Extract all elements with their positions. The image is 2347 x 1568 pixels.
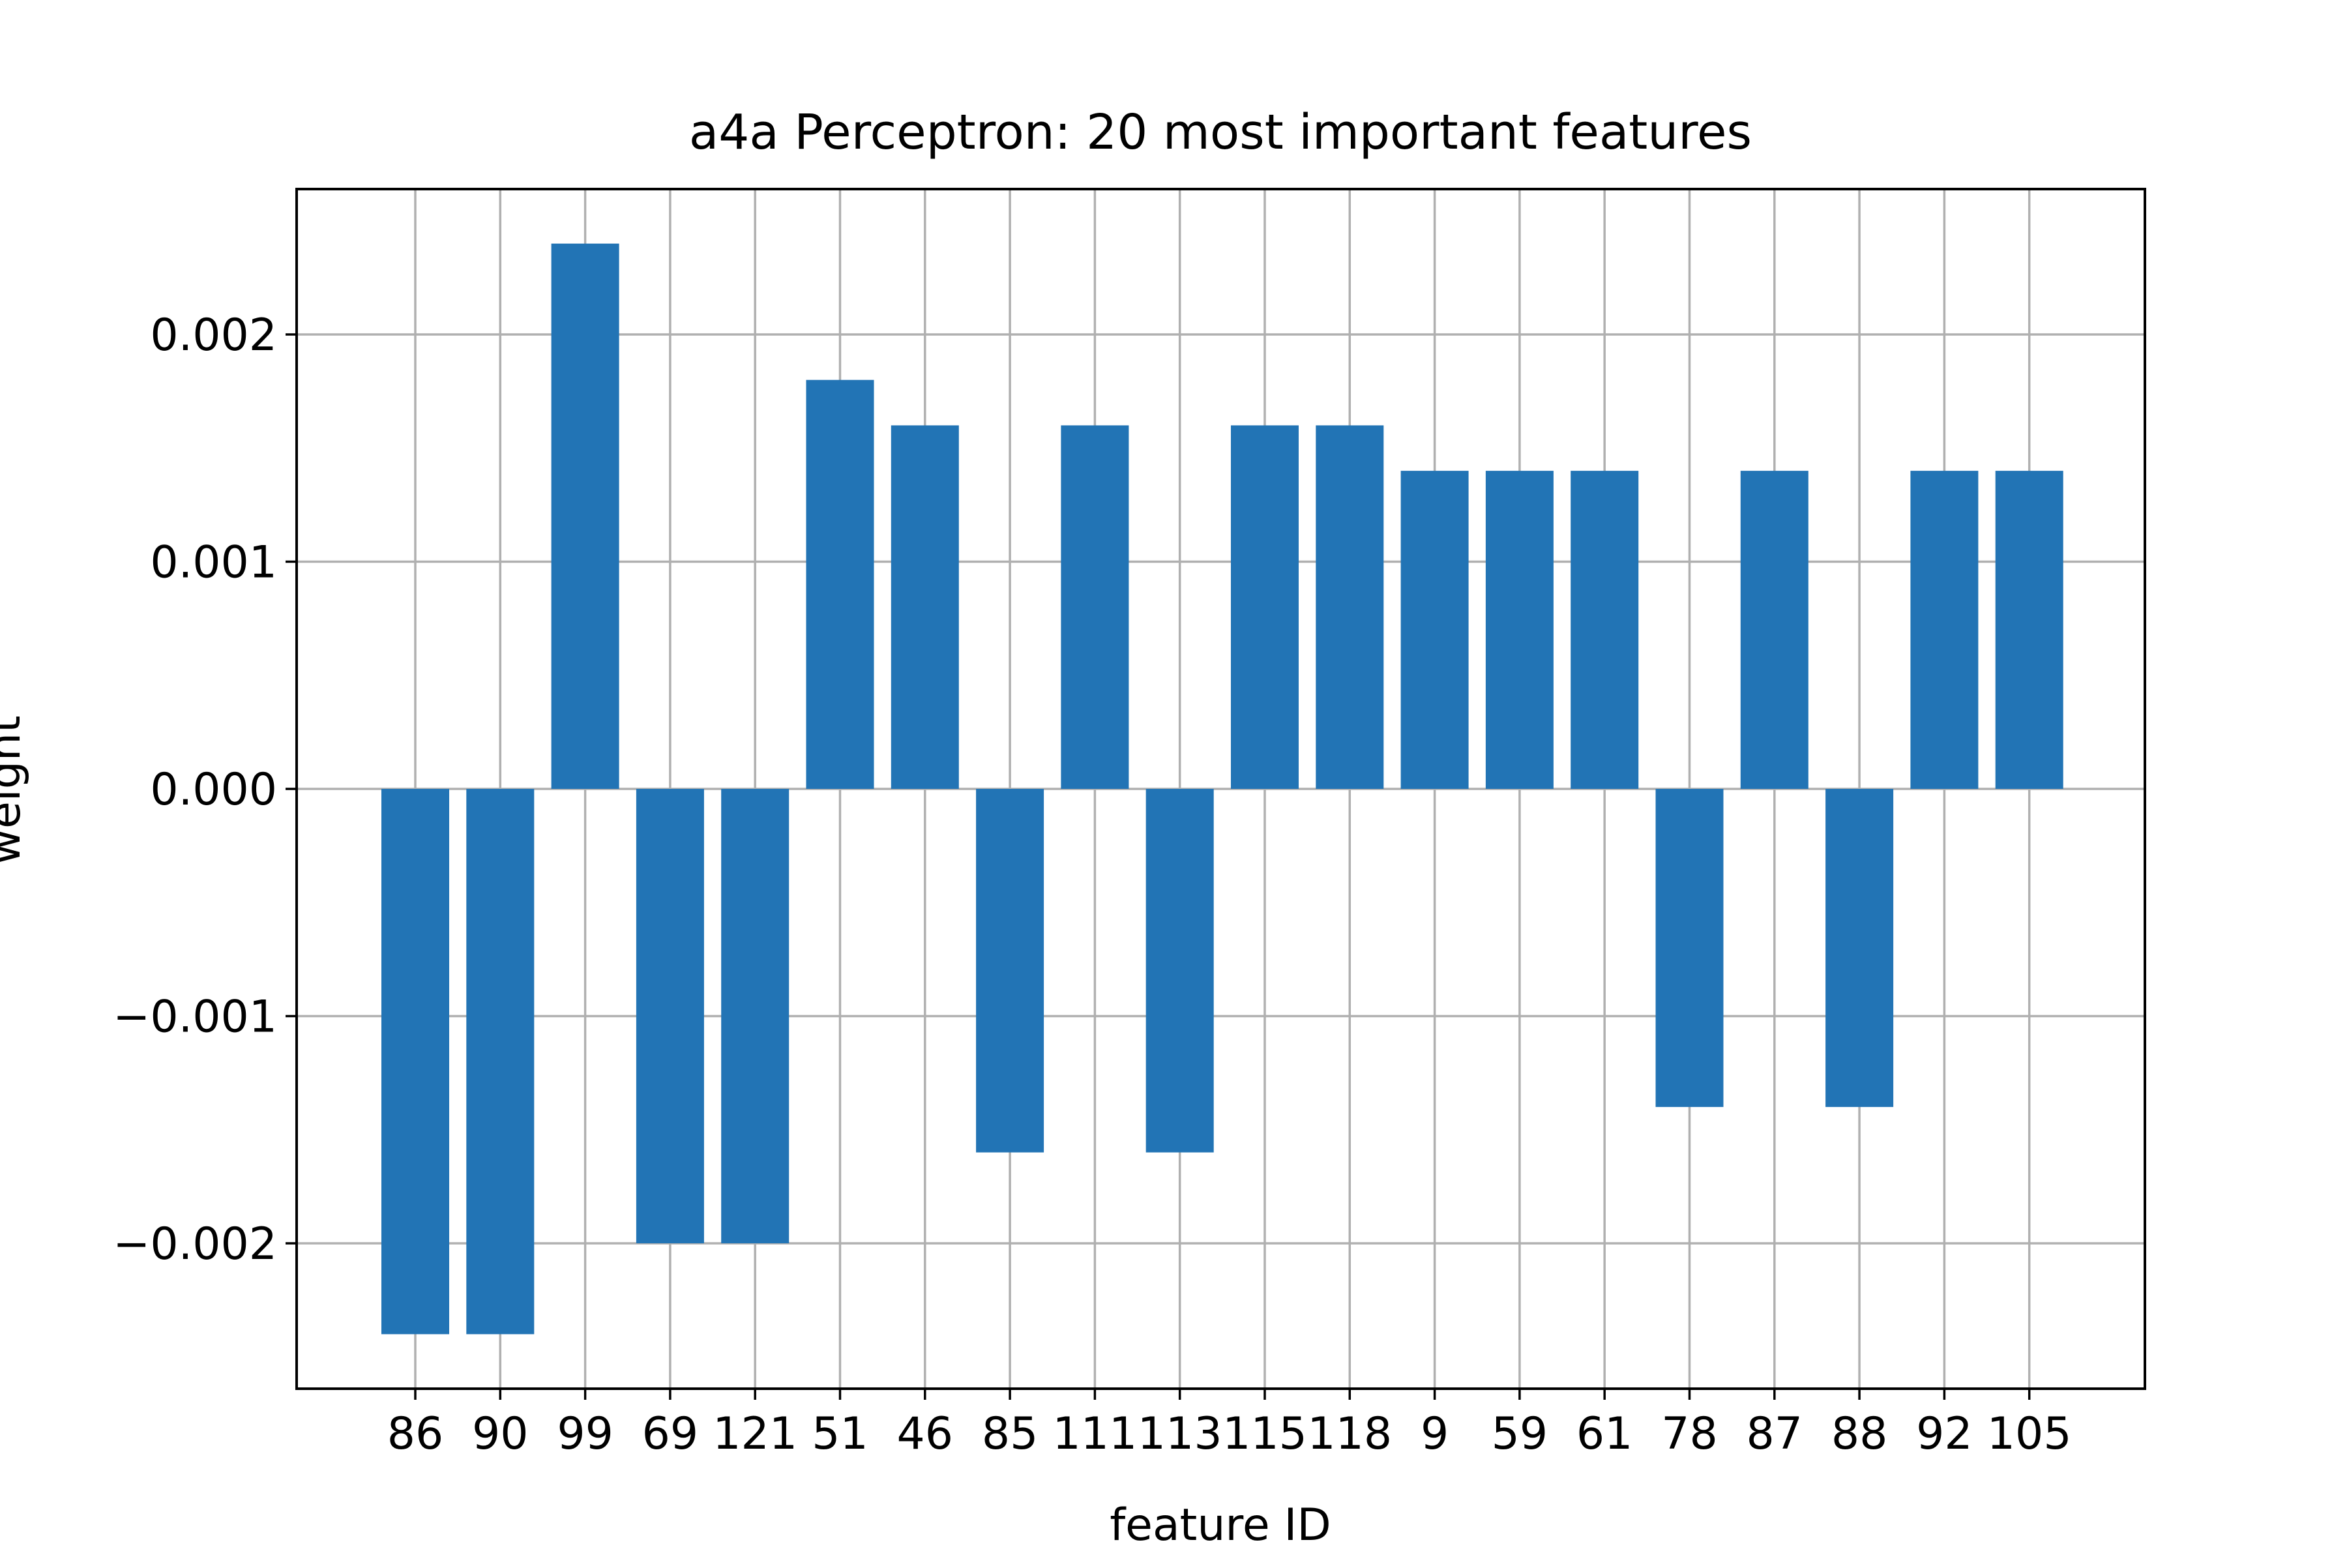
x-tick-label: 69	[642, 1408, 699, 1460]
y-tick-label: 0.001	[150, 537, 277, 589]
x-tick-label: 46	[897, 1408, 954, 1460]
bar-115	[1231, 425, 1299, 789]
y-tick-label: 0.002	[150, 310, 277, 361]
x-tick-label: 78	[1661, 1408, 1718, 1460]
bar-59	[1485, 471, 1554, 789]
x-tick-label: 121	[713, 1408, 797, 1460]
x-tick-label: 9	[1421, 1408, 1449, 1460]
x-tick-label: 86	[387, 1408, 444, 1460]
y-axis-label: weight	[0, 715, 31, 865]
x-tick-label: 118	[1307, 1408, 1392, 1460]
bar-9	[1400, 471, 1469, 789]
x-axis-label: feature ID	[1110, 1500, 1331, 1551]
bar-86	[381, 789, 449, 1335]
bars	[381, 243, 2063, 1335]
bar-90	[466, 789, 535, 1335]
bar-85	[976, 789, 1044, 1153]
y-tick-label: −0.001	[113, 991, 277, 1043]
bar-99	[551, 243, 619, 789]
bar-46	[891, 425, 959, 789]
bar-113	[1145, 789, 1214, 1153]
bar-51	[806, 379, 874, 789]
bar-92	[1910, 471, 1979, 789]
bar-61	[1571, 471, 1639, 789]
x-tick-label: 59	[1492, 1408, 1548, 1460]
x-tick-label: 61	[1576, 1408, 1633, 1460]
ticks: −0.002 −0.001 0.000 0.001 0.002 86 90 99 69 121 51…	[113, 310, 2071, 1460]
bar-69	[636, 789, 704, 1243]
y-tick-label: −0.002	[113, 1219, 277, 1270]
bar-105	[1995, 471, 2063, 789]
x-tick-label: 88	[1831, 1408, 1888, 1460]
bar-118	[1316, 425, 1384, 789]
bar-88	[1825, 789, 1894, 1107]
bar-111	[1061, 425, 1129, 789]
chart-title: a4a Perceptron: 20 most important featur…	[689, 104, 1752, 160]
x-tick-label: 111	[1053, 1408, 1138, 1460]
bar-87	[1740, 471, 1808, 789]
x-tick-label: 99	[557, 1408, 613, 1460]
y-tick-label: 0.000	[150, 764, 277, 816]
x-tick-label: 92	[1916, 1408, 1973, 1460]
x-tick-label: 115	[1222, 1408, 1307, 1460]
x-tick-label: 85	[982, 1408, 1039, 1460]
x-tick-label: 105	[1987, 1408, 2072, 1460]
bar-121	[721, 789, 790, 1243]
bar-78	[1655, 789, 1724, 1107]
x-tick-label: 113	[1138, 1408, 1222, 1460]
x-tick-label: 51	[812, 1408, 868, 1460]
x-tick-label: 87	[1747, 1408, 1803, 1460]
x-tick-label: 90	[472, 1408, 529, 1460]
